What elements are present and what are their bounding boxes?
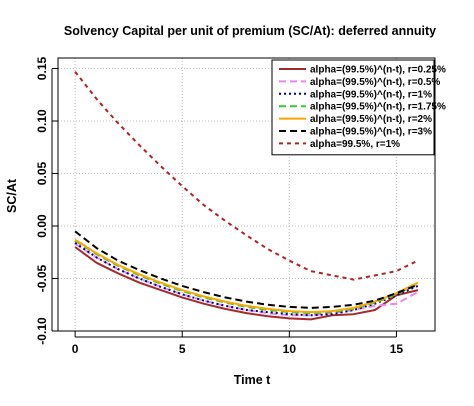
y-axis-label: SC/At [5, 178, 19, 213]
legend-box [271, 59, 435, 156]
x-tick-label: 0 [72, 342, 79, 356]
plot-frame [57, 57, 436, 332]
series-line-3 [74, 241, 419, 317]
x-axis: 0 5 10 15 [72, 331, 404, 356]
x-axis-label: Time t [234, 373, 271, 387]
series-layer [74, 71, 419, 321]
legend-label: alpha=(99.5%)^(n-t), r=3% [310, 127, 432, 138]
y-tick-label: 0.00 [35, 214, 49, 238]
y-axis: -0.10 -0.05 0.00 0.05 0.10 0.15 [35, 56, 58, 345]
x-tick-label: 15 [390, 342, 404, 356]
legend-label: alpha=(99.5%)^(n-t), r=1.75% [310, 102, 446, 113]
series-line-5 [74, 238, 419, 314]
x-tick-label: 10 [283, 342, 297, 356]
x-tick-label: 5 [179, 342, 186, 356]
y-tick-label: -0.05 [35, 265, 49, 293]
y-tick-label: 0.05 [35, 161, 49, 185]
legend-label: alpha=(99.5%)^(n-t), r=2% [310, 114, 432, 125]
legend-label: alpha=(99.5%)^(n-t), r=0.5% [310, 77, 440, 88]
series-line-6 [74, 230, 419, 309]
y-tick-label: -0.10 [35, 317, 49, 345]
chart-title: Solvency Capital per unit of premium (SC… [64, 24, 436, 38]
legend-label: alpha=(99.5%)^(n-t), r=1% [310, 89, 432, 100]
legend-label: alpha=(99.5%)^(n-t), r=0.25% [310, 65, 446, 76]
series-line-7 [74, 71, 419, 281]
legend-label: alpha=99.5%, r=1% [310, 139, 400, 150]
y-tick-label: 0.10 [35, 109, 49, 133]
legend: alpha=(99.5%)^(n-t), r=0.25%alpha=(99.5%… [271, 59, 446, 156]
y-tick-label: 0.15 [35, 56, 49, 80]
series-line-1 [74, 246, 419, 321]
